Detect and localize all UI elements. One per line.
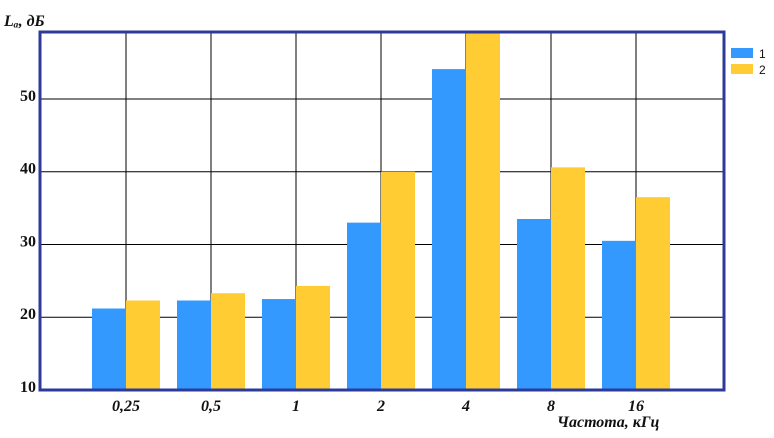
legend-swatch: [731, 64, 753, 74]
y-tick-labels: 10 20 30 40 50: [20, 88, 36, 396]
legend-label: 2: [759, 63, 766, 77]
bar-series-1-1: [262, 299, 296, 390]
x-tick-label: 0,25: [112, 398, 140, 415]
x-axis-label: Частота, кГц: [557, 414, 660, 431]
x-tick-label: 4: [461, 398, 470, 415]
bar-series-2-8: [551, 167, 585, 390]
y-tick-label: 30: [20, 233, 36, 250]
bar-series-1-16: [602, 240, 636, 390]
bar-series-1-0,5: [177, 300, 211, 390]
plot-frame: [38, 30, 726, 392]
bar-series-2-2: [381, 171, 415, 390]
x-tick-label: 0,5: [201, 398, 221, 415]
bar-series-1-0,25: [92, 308, 126, 390]
x-tick-label: 16: [628, 398, 644, 415]
x-tick-label: 8: [547, 398, 555, 415]
x-tick-labels: 0,25 0,5 1 2 4 8 16: [112, 398, 644, 415]
y-tick-label: 20: [20, 306, 36, 323]
bar-series-2-4: [466, 32, 500, 390]
legend: 12: [731, 47, 766, 77]
x-tick-label: 2: [376, 398, 385, 415]
legend-swatch: [731, 48, 753, 58]
y-tick-label: 50: [20, 88, 36, 105]
bar-series-2-0,5: [211, 293, 245, 390]
bar-series-1-2: [347, 222, 381, 390]
legend-label: 1: [759, 47, 766, 61]
y-tick-label: 10: [20, 379, 36, 396]
bar-series-2-0,25: [126, 300, 160, 390]
y-tick-label: 40: [20, 161, 36, 178]
x-tick-label: 1: [292, 398, 300, 415]
bar-series-1-8: [517, 219, 551, 390]
bar-series-2-16: [636, 197, 670, 390]
bars: [92, 32, 670, 391]
y-axis-label: Lₐ, дБ: [3, 13, 45, 30]
bar-series-1-4: [432, 69, 466, 391]
bar-series-2-1: [296, 285, 330, 390]
